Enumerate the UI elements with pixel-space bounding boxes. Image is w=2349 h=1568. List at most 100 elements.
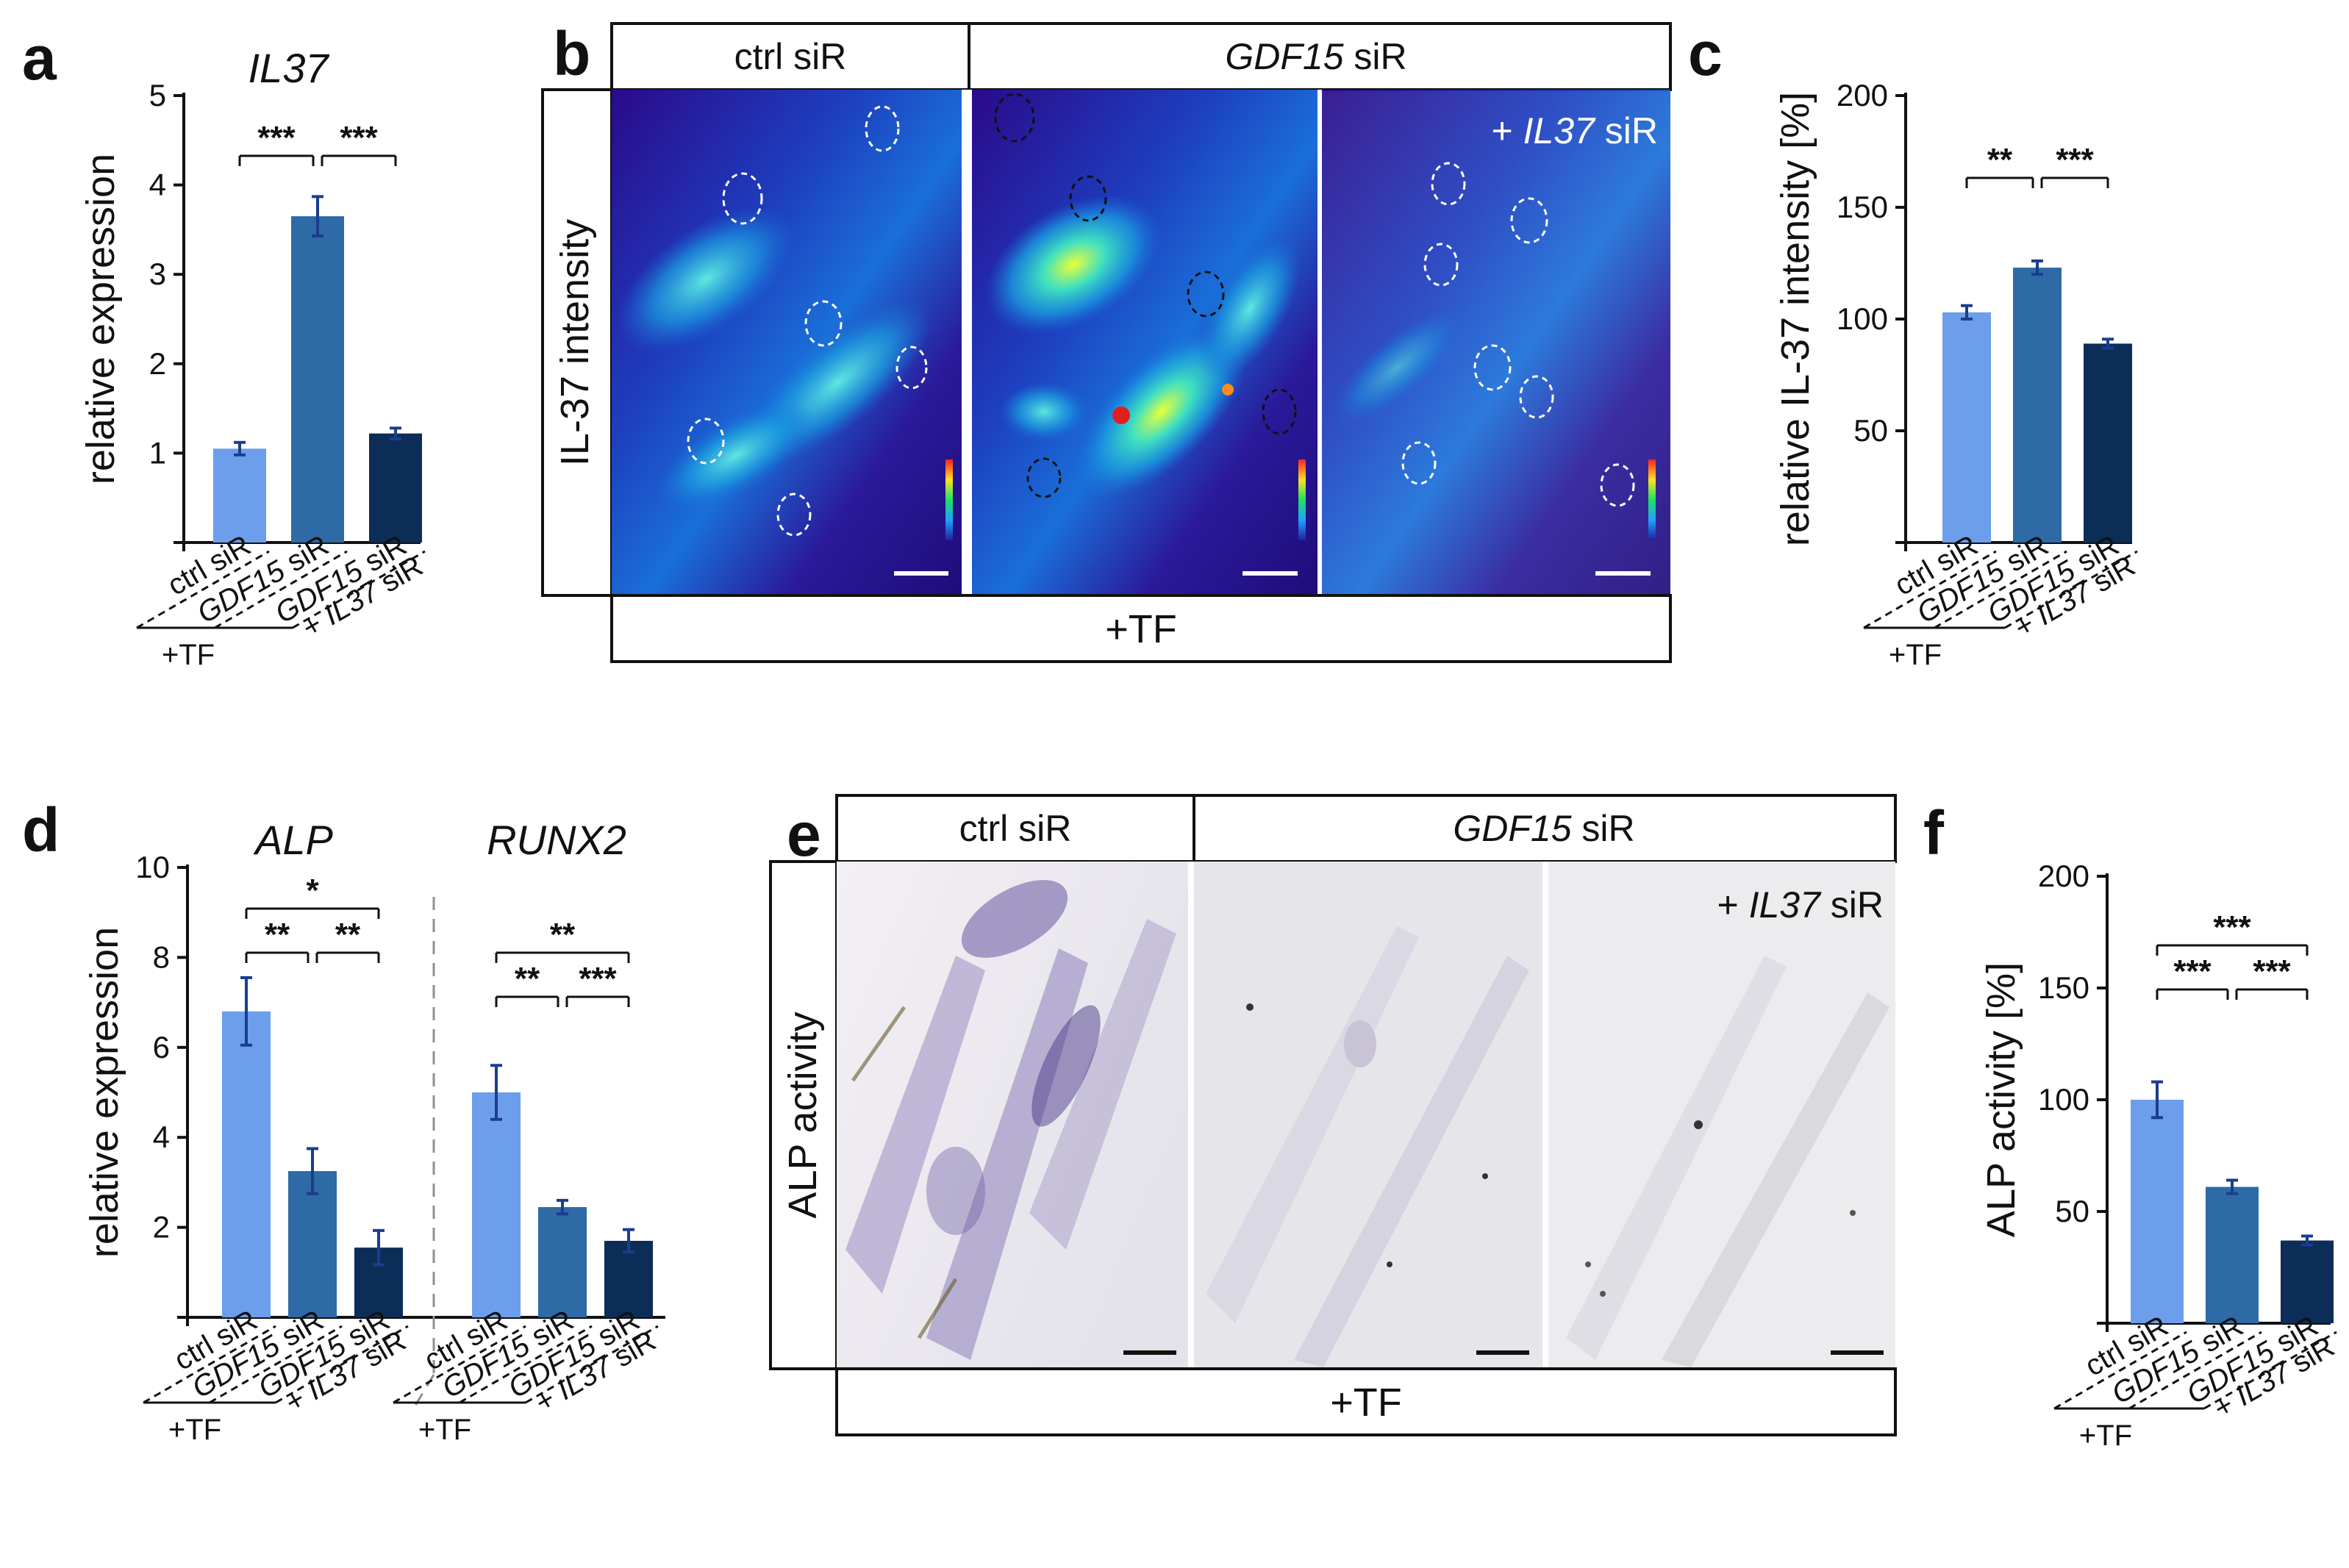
- tf-label-d-runx2: +TF: [418, 1414, 471, 1446]
- sig-marker-d: *: [306, 873, 319, 909]
- panel-label-d: d: [22, 795, 60, 864]
- y-tick-label-d: 2: [153, 1210, 170, 1245]
- sig-marker-f: ***: [2173, 953, 2212, 989]
- micrograph-e-gdf15-il37: + IL37 siR: [1548, 862, 1895, 1369]
- bar-d-runx2: [538, 1207, 587, 1317]
- y-tick-label-c: 50: [1853, 413, 1888, 448]
- sig-marker-d: **: [550, 917, 576, 953]
- y-tick-label-d: 8: [153, 939, 170, 974]
- leader-combo-c: [2004, 550, 2138, 629]
- leader-combo-a: [292, 550, 426, 629]
- leader-gdf15-f: [2128, 1331, 2262, 1410]
- y-axis-label-a: relative expression: [79, 154, 123, 484]
- panel-label-a: a: [22, 24, 57, 93]
- footer-tf-e: +TF: [1330, 1381, 1402, 1425]
- leader-ctrl-f: [2053, 1331, 2187, 1410]
- panel-label-c: c: [1688, 19, 1723, 88]
- header-ctrl-e: ctrl siR: [959, 808, 1072, 849]
- panel-label-f: f: [1923, 798, 1945, 867]
- y-tick-label-f: 200: [2038, 859, 2089, 893]
- sig-marker-c: **: [1987, 142, 2013, 178]
- footer-box-e: [835, 1367, 1897, 1436]
- micrograph-b-gdf15: [972, 90, 1317, 595]
- y-tick-label-f: 50: [2055, 1194, 2089, 1228]
- bar-c: [1942, 312, 1991, 543]
- overlay-label-e: + IL37 siR: [1717, 884, 1884, 926]
- leader-gdf15-d-alp: [209, 1325, 343, 1404]
- panel-label-b: b: [553, 19, 590, 88]
- bar-c: [2084, 343, 2132, 543]
- tf-label-d-alp: +TF: [168, 1414, 221, 1446]
- chart-title-a: IL37: [249, 45, 330, 91]
- tf-label-a: +TF: [162, 639, 215, 671]
- leader-combo-d-alp: [275, 1325, 409, 1404]
- sig-marker-d: ***: [579, 961, 617, 997]
- y-tick-label-f: 150: [2038, 970, 2089, 1005]
- header-ctrl-b: ctrl siR: [734, 36, 847, 77]
- sig-marker-a: ***: [257, 120, 296, 156]
- panel-b: b ctrl siR GDF15 siR IL-37 intensity: [541, 19, 1672, 663]
- y-tick-label-c: 150: [1837, 190, 1888, 224]
- row-label-box-b: [541, 88, 613, 597]
- row-label-b: IL-37 intensity: [553, 219, 597, 466]
- overlay-label-b: + IL37 siR: [1491, 110, 1658, 151]
- bar-a: [213, 448, 266, 543]
- y-tick-label-f: 100: [2038, 1082, 2089, 1117]
- y-tick-label-a: 3: [149, 257, 166, 291]
- micrograph-b-ctrl: [612, 90, 962, 595]
- y-tick-label-a: 5: [149, 78, 166, 112]
- bar-f: [2281, 1240, 2334, 1323]
- sig-marker-d: **: [335, 917, 361, 953]
- bar-d-runx2: [472, 1092, 521, 1317]
- bar-f: [2131, 1100, 2184, 1323]
- bar-c: [2013, 268, 2062, 543]
- leader-ctrl-a: [136, 550, 270, 629]
- bar-d-runx2: [604, 1240, 653, 1317]
- tf-label-c: +TF: [1889, 639, 1942, 671]
- y-tick-label-d: 6: [153, 1030, 170, 1064]
- y-tick-label-a: 2: [149, 346, 166, 381]
- leader-ctrl-d-runx2: [393, 1325, 526, 1404]
- y-axis-label-c: relative IL-37 intensity [%]: [1773, 92, 1817, 546]
- y-axis-label-d: relative expression: [82, 927, 126, 1258]
- micrograph-e-ctrl: [837, 862, 1188, 1369]
- tf-label-f: +TF: [2079, 1420, 2132, 1452]
- bar-f: [2206, 1186, 2259, 1323]
- bar-a: [369, 433, 422, 543]
- y-axis-label-f: ALP activity [%]: [1979, 962, 2023, 1237]
- sig-marker-f: ***: [2253, 953, 2291, 989]
- header-gdf15-b: GDF15 siR: [1225, 36, 1406, 77]
- row-label-e: ALP activity: [781, 1012, 825, 1218]
- leader-gdf15-c: [1934, 550, 2067, 629]
- y-tick-label-d: 4: [153, 1120, 170, 1154]
- sig-marker-f: ***: [2213, 909, 2251, 945]
- row-label-box-e: [769, 860, 838, 1370]
- sig-marker-c: ***: [2056, 142, 2094, 178]
- y-tick-label-d: 10: [135, 850, 170, 884]
- footer-box-b: [610, 594, 1672, 663]
- leader-combo-f: [2203, 1331, 2337, 1410]
- y-tick-label-c: 100: [1837, 301, 1888, 336]
- y-tick-label-a: 1: [149, 435, 166, 470]
- bar-d-alp: [288, 1171, 337, 1317]
- y-tick-label-a: 4: [149, 168, 166, 202]
- footer-tf-b: +TF: [1105, 607, 1177, 651]
- leader-gdf15-d-runx2: [459, 1325, 593, 1404]
- chart-title-d-alp: ALP: [253, 817, 333, 863]
- bar-a: [291, 216, 344, 543]
- header-gdf15-e: GDF15 siR: [1453, 808, 1634, 849]
- panel-label-e: e: [787, 800, 821, 869]
- leader-ctrl-c: [1863, 550, 1997, 629]
- header-box-e: [835, 794, 1897, 863]
- panel-e: e ctrl siR GDF15 siR ALP activity: [769, 794, 1897, 1436]
- leader-gdf15-a: [214, 550, 348, 629]
- header-box-b: [610, 22, 1672, 91]
- bar-d-alp: [222, 1011, 271, 1317]
- sig-marker-d: **: [515, 961, 540, 997]
